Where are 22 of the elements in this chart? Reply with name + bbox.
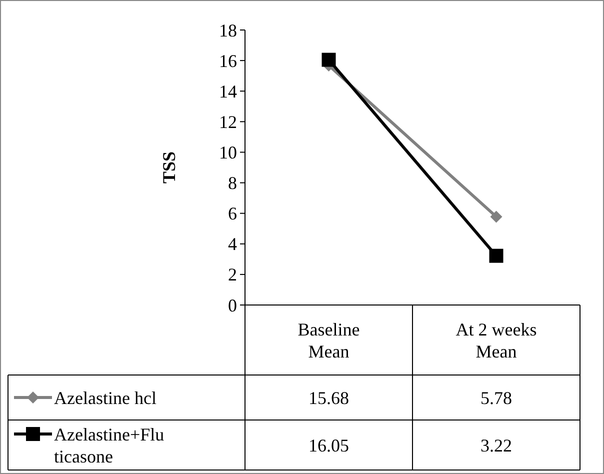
y-tick-label: 0 — [228, 295, 237, 316]
y-tick-label: 4 — [228, 234, 237, 254]
y-tick-label: 16 — [219, 50, 237, 71]
point — [322, 52, 336, 67]
y-tick-label: 12 — [219, 112, 237, 132]
data-label: 3.22 — [480, 435, 512, 456]
x-tick-label: Baseline Mean — [298, 319, 360, 362]
y-axis-title: TSS — [159, 151, 179, 184]
y-tick-label: 18 — [219, 20, 237, 40]
y-tick-label: 6 — [228, 204, 237, 224]
y-tick-label: 10 — [219, 142, 237, 163]
data-label: 16.05 — [308, 435, 349, 456]
point — [490, 210, 502, 223]
y-tick-label: 14 — [219, 81, 237, 102]
point — [489, 248, 504, 263]
legend-label: Azelastine+Fluticasone — [54, 424, 164, 466]
legend-label: Azelastine hcl — [54, 388, 156, 408]
y-tick-label: 2 — [228, 264, 237, 285]
data-label: 15.68 — [308, 388, 349, 408]
y-tick-label: 8 — [228, 173, 237, 194]
data-label: 5.78 — [480, 388, 512, 408]
x-tick-label: At 2 weeks Mean — [456, 319, 537, 362]
